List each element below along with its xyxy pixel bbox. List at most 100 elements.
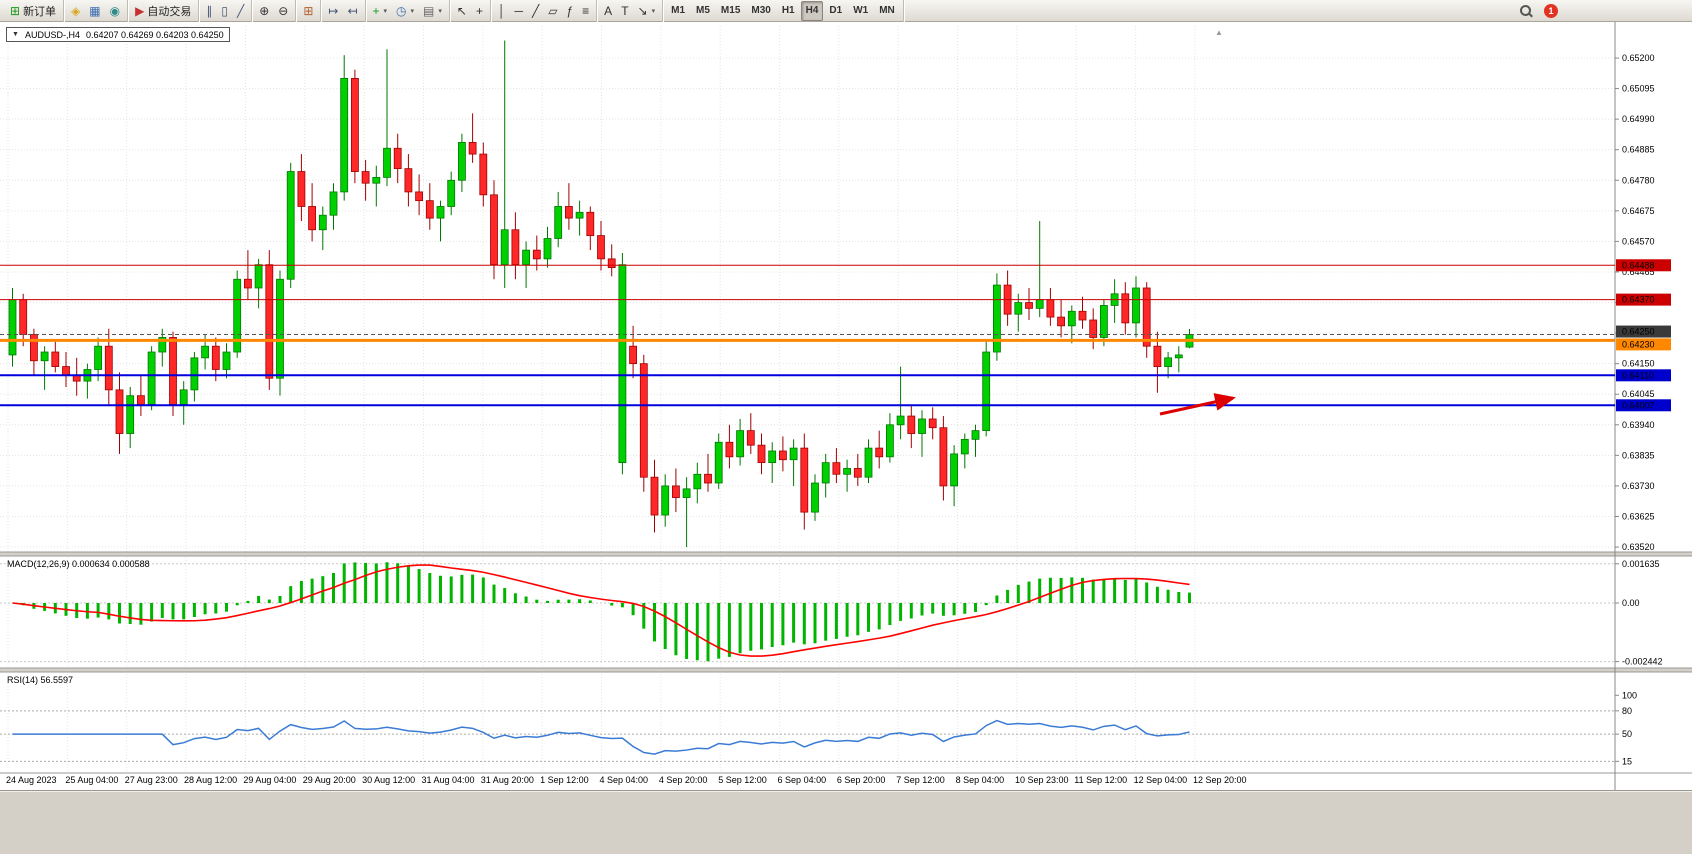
hline-objects[interactable]: 0.64488 0.64370 0.64250 0.64230 0.64110 0.640…: [0, 259, 1671, 412]
indicators-icon: +: [372, 3, 380, 18]
auto-scroll-button[interactable]: ↦: [324, 1, 342, 21]
metaeditor-icon-icon: ◈: [71, 3, 81, 18]
svg-text:-0.002442: -0.002442: [1622, 657, 1663, 667]
crosshair-icon: +: [475, 3, 483, 18]
notification-badge[interactable]: 1: [1544, 3, 1558, 18]
rsi-indicator-label: RSI(14) 56.5597: [7, 675, 73, 685]
new-order-button[interactable]: ⊞ 新订单: [6, 1, 60, 21]
timeframe-m15-button[interactable]: M15: [720, 5, 741, 16]
price-badge: [1616, 399, 1671, 412]
equidistant-channel-button[interactable]: ▱: [544, 1, 561, 21]
shapes-icon: ≡: [582, 3, 590, 18]
arrows-button[interactable]: ↘ ▾: [634, 1, 660, 21]
time-axis[interactable]: 24 Aug 2023 25 Aug 04:00 27 Aug 23:00 28 Au…: [6, 775, 1247, 785]
text-label-button[interactable]: A: [600, 1, 616, 21]
macd-name: MACD(12,26,9): [7, 559, 70, 569]
timeframe-h4-button[interactable]: H4: [800, 0, 824, 21]
arrow-annotation[interactable]: [1159, 393, 1236, 416]
price-badge: [1616, 293, 1671, 306]
text-icon: T: [621, 3, 629, 18]
candles-layer: [8, 40, 1194, 548]
timeframe-m1-button[interactable]: M1: [671, 5, 686, 16]
tile-windows-button[interactable]: ⊞: [299, 1, 317, 21]
metaeditor-icon-button[interactable]: ◈: [67, 1, 84, 21]
chart-symbol-timeframe: AUDUSD-,H4: [24, 29, 80, 40]
timeframe-mn-button[interactable]: MN: [879, 5, 895, 16]
zoom-out-icon: ⊖: [278, 3, 289, 18]
svg-text:27 Aug 23:00: 27 Aug 23:00: [125, 775, 178, 785]
svg-text:0.64150: 0.64150: [1622, 359, 1655, 369]
svg-text:0.64250: 0.64250: [1622, 327, 1655, 337]
auto-scroll-icon: ↦: [328, 3, 339, 18]
grid-layer: [0, 26, 1615, 773]
cursor-button[interactable]: ↖: [453, 1, 471, 21]
periods-dropdown-icon[interactable]: ▾: [410, 7, 415, 15]
candlestick-chart-button[interactable]: ▯: [217, 1, 232, 21]
trendline-button[interactable]: ╱: [528, 1, 543, 21]
toolbar-right-group: 1: [1513, 0, 1561, 22]
bar-chart-icon: ∥: [206, 3, 213, 18]
zoom-out-button[interactable]: ⊖: [274, 1, 292, 21]
svg-text:11 Sep 12:00: 11 Sep 12:00: [1074, 775, 1127, 785]
indicators-dropdown-icon[interactable]: ▾: [383, 7, 388, 15]
svg-text:0.65095: 0.65095: [1622, 84, 1655, 94]
crosshair-button[interactable]: +: [472, 1, 487, 21]
chart-shift-marker-icon[interactable]: ▲: [1215, 28, 1223, 37]
chart-shift-button[interactable]: ↤: [343, 1, 361, 21]
text-label-icon: A: [604, 3, 613, 18]
chart-dropdown-icon[interactable]: ▼: [12, 31, 19, 38]
periods-button[interactable]: ◷ ▾: [392, 1, 418, 21]
zoom-in-button[interactable]: ⊕: [255, 1, 273, 21]
vertical-line-button[interactable]: │: [494, 1, 510, 21]
rsi-panel: [0, 710, 1615, 762]
svg-text:0.64780: 0.64780: [1622, 175, 1655, 185]
timeframe-h1-button[interactable]: H1: [781, 5, 795, 16]
templates-button[interactable]: ▤ ▾: [419, 1, 446, 21]
chart-shift-icon: ↤: [347, 3, 358, 18]
svg-text:4 Sep 04:00: 4 Sep 04:00: [600, 775, 649, 785]
svg-text:80: 80: [1622, 706, 1632, 716]
candlestick-chart-icon: ▯: [221, 3, 228, 18]
indicators-button[interactable]: + ▾: [369, 1, 392, 21]
timeframe-m30-button[interactable]: M30: [751, 5, 771, 16]
svg-text:0.64488: 0.64488: [1622, 260, 1655, 270]
svg-text:0.63730: 0.63730: [1622, 481, 1655, 491]
svg-text:0.64570: 0.64570: [1622, 236, 1655, 246]
bar-chart-button[interactable]: ∥: [202, 1, 216, 21]
market-watch-icon-button[interactable]: ▦: [85, 1, 104, 21]
line-chart-button[interactable]: ╱: [233, 1, 248, 21]
price-badge: [1616, 259, 1671, 272]
shapes-button[interactable]: ≡: [578, 1, 593, 21]
svg-text:0.63625: 0.63625: [1622, 511, 1655, 521]
auto-trading-button[interactable]: ▶ 自动交易: [131, 1, 195, 21]
svg-text:29 Aug 20:00: 29 Aug 20:00: [303, 775, 356, 785]
chart-area[interactable]: 0.65200 0.65095 0.64990 0.64885 0.64780 0.646…: [0, 22, 1692, 790]
svg-text:0.64885: 0.64885: [1622, 145, 1655, 155]
rsi-name: RSI(14): [7, 675, 39, 685]
svg-text:10 Sep 23:00: 10 Sep 23:00: [1015, 775, 1069, 785]
svg-text:0.63835: 0.63835: [1622, 450, 1655, 460]
svg-text:6 Sep 20:00: 6 Sep 20:00: [837, 775, 886, 785]
navigator-icon-button[interactable]: ◉: [106, 1, 124, 21]
bottom-panel: [0, 790, 1692, 854]
text-button[interactable]: T: [617, 1, 632, 21]
timeframe-m5-button[interactable]: M5: [696, 5, 710, 16]
svg-text:0.00: 0.00: [1622, 598, 1640, 608]
fibonacci-button[interactable]: ƒ: [562, 1, 577, 21]
timeframe-w1-button[interactable]: W1: [853, 5, 869, 16]
svg-text:24 Aug 2023: 24 Aug 2023: [6, 775, 57, 785]
chart-title-tab[interactable]: ▼ AUDUSD-,H4 0.64207 0.64269 0.64203 0.6…: [6, 27, 230, 42]
templates-icon: ▤: [423, 3, 435, 18]
price-badge: [1616, 325, 1671, 338]
timeframe-d1-button[interactable]: D1: [829, 5, 843, 16]
templates-dropdown-icon[interactable]: ▾: [438, 7, 442, 15]
search-button[interactable]: [1516, 1, 1536, 21]
horizontal-line-button[interactable]: ─: [510, 1, 527, 21]
chart-ohlc-values: 0.64207 0.64269 0.64203 0.64250: [85, 29, 224, 40]
macd-values: 0.000634 0.000588: [72, 559, 150, 569]
svg-text:0.64007: 0.64007: [1622, 400, 1655, 410]
arrows-dropdown-icon[interactable]: ▾: [651, 7, 656, 15]
equidistant-channel-icon: ▱: [548, 3, 558, 18]
svg-text:7 Sep 12:00: 7 Sep 12:00: [896, 775, 945, 785]
chart-canvas[interactable]: 0.65200 0.65095 0.64990 0.64885 0.64780 0.646…: [0, 22, 1692, 790]
